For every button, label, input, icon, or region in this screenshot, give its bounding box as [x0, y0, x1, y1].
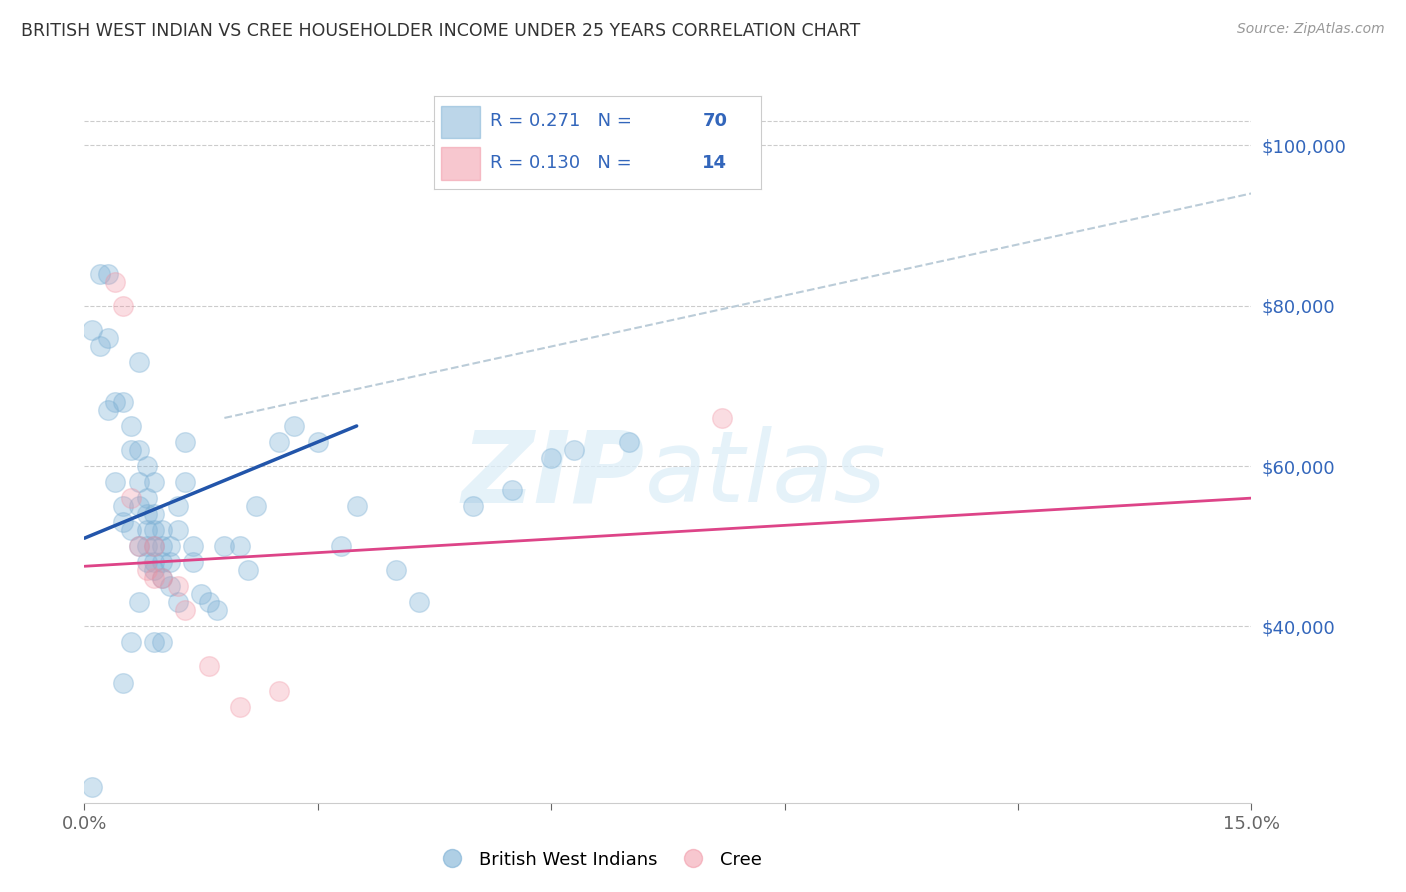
- Point: [112, 499, 135, 513]
- Point: [159, 539, 181, 553]
- Point: [120, 491, 142, 505]
- Point: [135, 458, 157, 473]
- Point: [181, 539, 204, 553]
- Point: [463, 499, 485, 513]
- Point: [120, 635, 142, 649]
- Point: [245, 499, 267, 513]
- Point: [166, 499, 188, 513]
- Point: [150, 539, 173, 553]
- Point: [143, 555, 166, 569]
- Point: [104, 395, 127, 409]
- Text: BRITISH WEST INDIAN VS CREE HOUSEHOLDER INCOME UNDER 25 YEARS CORRELATION CHART: BRITISH WEST INDIAN VS CREE HOUSEHOLDER …: [21, 22, 860, 40]
- Point: [267, 683, 290, 698]
- Point: [112, 515, 135, 529]
- Point: [97, 403, 120, 417]
- Point: [120, 442, 142, 457]
- Point: [135, 523, 157, 537]
- Point: [267, 435, 290, 450]
- Point: [104, 475, 127, 489]
- Point: [283, 419, 305, 434]
- Text: Source: ZipAtlas.com: Source: ZipAtlas.com: [1237, 22, 1385, 37]
- Point: [135, 555, 157, 569]
- Point: [89, 339, 111, 353]
- Point: [143, 563, 166, 577]
- Point: [128, 595, 150, 609]
- Point: [181, 555, 204, 569]
- Point: [97, 331, 120, 345]
- Point: [174, 435, 197, 450]
- Point: [408, 595, 430, 609]
- Point: [540, 450, 562, 465]
- Point: [112, 675, 135, 690]
- Point: [617, 435, 640, 450]
- Text: ZIP: ZIP: [461, 426, 644, 523]
- Point: [135, 563, 157, 577]
- Point: [128, 355, 150, 369]
- Text: atlas: atlas: [644, 426, 886, 523]
- Point: [112, 395, 135, 409]
- Point: [205, 603, 228, 617]
- Point: [128, 475, 150, 489]
- Point: [135, 491, 157, 505]
- Point: [135, 507, 157, 521]
- Point: [384, 563, 406, 577]
- Point: [159, 555, 181, 569]
- Point: [150, 571, 173, 585]
- Point: [128, 539, 150, 553]
- Point: [143, 475, 166, 489]
- Point: [190, 587, 212, 601]
- Point: [166, 523, 188, 537]
- Point: [82, 323, 104, 337]
- Point: [112, 299, 135, 313]
- Point: [135, 539, 157, 553]
- Point: [143, 539, 166, 553]
- Point: [120, 523, 142, 537]
- Point: [229, 699, 252, 714]
- Point: [128, 442, 150, 457]
- Point: [82, 780, 104, 794]
- Point: [564, 442, 586, 457]
- Point: [150, 635, 173, 649]
- Point: [150, 555, 173, 569]
- Point: [104, 275, 127, 289]
- Point: [198, 595, 221, 609]
- Point: [120, 419, 142, 434]
- Point: [501, 483, 523, 497]
- Point: [150, 523, 173, 537]
- Point: [143, 635, 166, 649]
- Point: [143, 539, 166, 553]
- Point: [166, 595, 188, 609]
- Point: [143, 507, 166, 521]
- Point: [307, 435, 329, 450]
- Point: [174, 603, 197, 617]
- Point: [150, 571, 173, 585]
- Point: [97, 267, 120, 281]
- Point: [711, 411, 734, 425]
- Point: [346, 499, 368, 513]
- Point: [143, 523, 166, 537]
- Point: [236, 563, 259, 577]
- Point: [128, 499, 150, 513]
- Legend: British West Indians, Cree: British West Indians, Cree: [426, 844, 769, 876]
- Point: [159, 579, 181, 593]
- Point: [143, 571, 166, 585]
- Point: [89, 267, 111, 281]
- Point: [174, 475, 197, 489]
- Point: [128, 539, 150, 553]
- Point: [330, 539, 353, 553]
- Point: [214, 539, 236, 553]
- Point: [166, 579, 188, 593]
- Point: [198, 659, 221, 673]
- Point: [229, 539, 252, 553]
